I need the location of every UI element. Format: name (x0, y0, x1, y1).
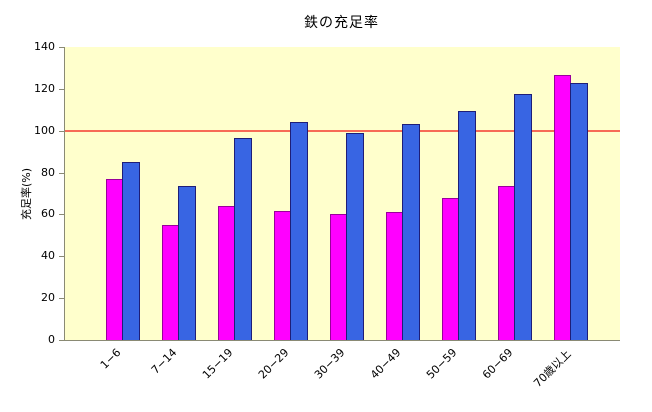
bar-magenta (554, 75, 571, 340)
bar-magenta (330, 214, 347, 340)
bar-blue (234, 138, 252, 340)
y-tick-label: 60 (41, 207, 55, 221)
bar-group (554, 75, 588, 340)
bar-magenta (218, 206, 235, 340)
y-tick-mark (59, 298, 64, 300)
bar-blue (458, 110, 476, 340)
y-tick-label: 140 (34, 40, 55, 53)
y-tick-label: 120 (34, 81, 55, 95)
y-tick-mark (59, 88, 64, 90)
x-tick-label: 40−49 (368, 346, 404, 382)
bar-blue (178, 186, 196, 340)
y-tick-label: 20 (41, 291, 55, 305)
y-tick-mark (59, 47, 64, 48)
bar-group (106, 162, 140, 340)
chart-title: 鉄の充足率 (304, 15, 379, 31)
x-tick-label: 7−14 (149, 346, 180, 377)
y-tick-mark (59, 172, 64, 174)
bar-group (162, 186, 196, 340)
reference-line-100 (65, 129, 620, 132)
x-tick-label: 20−29 (256, 346, 292, 382)
bar-group (498, 94, 532, 340)
bar-group (274, 122, 308, 340)
bar-group (218, 138, 252, 340)
bar-magenta (162, 224, 179, 340)
y-tick-mark (59, 340, 64, 341)
bar-blue (122, 162, 140, 340)
x-tick-label: 15−19 (200, 346, 236, 382)
bar-blue (290, 122, 308, 340)
bar-magenta (106, 178, 123, 340)
x-tick-label: 30−39 (312, 346, 348, 382)
bar-magenta (386, 212, 403, 340)
bar-group (330, 132, 364, 340)
x-tick-label: 60−69 (480, 346, 516, 382)
bar-magenta (274, 211, 291, 340)
x-tick-label: 50−59 (424, 346, 460, 382)
bar-blue (346, 132, 364, 340)
bar-blue (402, 124, 420, 340)
x-tick-label: 1−6 (98, 346, 124, 372)
y-tick-mark (59, 130, 64, 132)
y-tick-mark (59, 256, 64, 258)
bar-group (386, 124, 420, 340)
bar-blue (514, 94, 532, 340)
x-tick-label: 70歳以上 (530, 347, 574, 390)
y-tick-label: 100 (34, 123, 55, 137)
bar-magenta (498, 186, 515, 340)
y-tick-mark (59, 214, 64, 216)
bar-blue (570, 82, 588, 340)
bar-group (442, 110, 476, 340)
y-tick-label: 40 (41, 249, 55, 263)
y-tick-label: 0 (48, 333, 55, 346)
plot-area (64, 47, 620, 341)
y-tick-label: 80 (41, 165, 55, 179)
bar-magenta (442, 197, 459, 340)
